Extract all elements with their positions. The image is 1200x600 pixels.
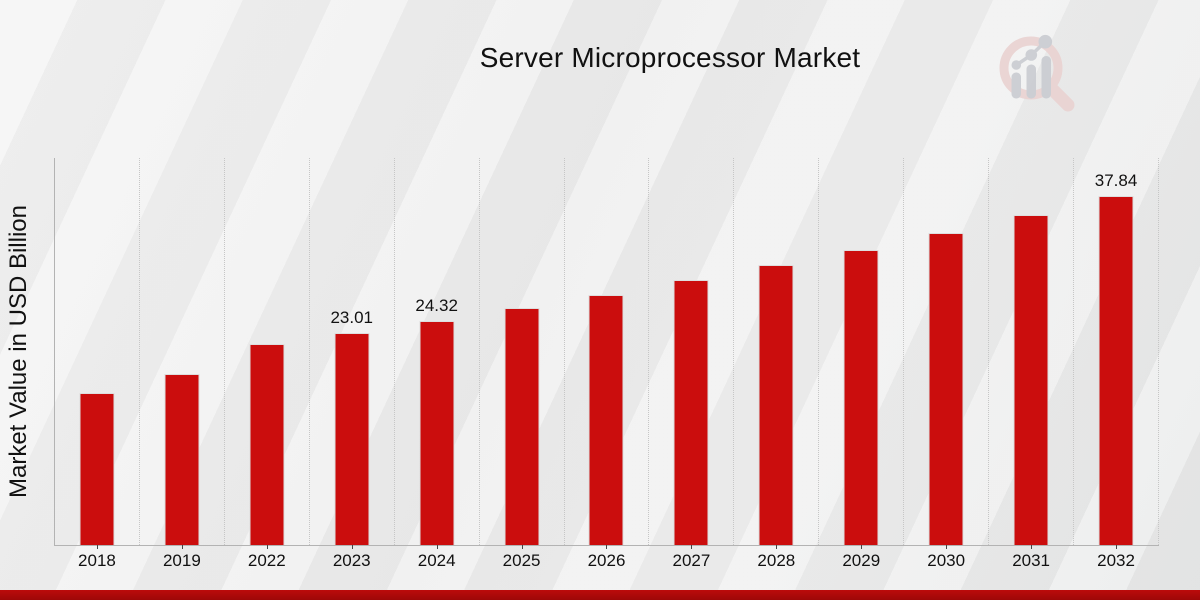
bar-2024 xyxy=(419,321,455,545)
bar-2028 xyxy=(758,265,794,545)
x-tick-label-2030: 2030 xyxy=(927,551,966,570)
bar-2029 xyxy=(843,250,879,545)
x-tick-label-2029: 2029 xyxy=(842,551,881,570)
x-axis-tick xyxy=(181,545,183,549)
chart-column: 23.01 2023 xyxy=(310,158,395,570)
chart-column: 2019 xyxy=(140,158,225,570)
x-tick-label-2019: 2019 xyxy=(162,551,201,570)
bar-value-label-2023: 23.01 xyxy=(330,308,373,327)
bar-2023 xyxy=(334,333,370,545)
y-axis-label: Market Value in USD Billion xyxy=(5,205,32,499)
chart-column: 2029 xyxy=(819,158,905,570)
chart-column: 2026 xyxy=(565,158,650,570)
x-axis-tick xyxy=(606,545,608,549)
bar-2025 xyxy=(504,308,540,545)
bar-2032 xyxy=(1098,196,1134,545)
bar-2018 xyxy=(79,393,115,545)
bar-2019 xyxy=(164,374,200,545)
bar-value-label-2032: 37.84 xyxy=(1094,171,1138,190)
bar-value-label-2024: 24.32 xyxy=(415,296,458,315)
x-tick-label-2027: 2027 xyxy=(672,551,711,570)
chart-column: 2030 xyxy=(904,158,990,570)
x-axis-tick xyxy=(861,545,863,549)
x-axis-tick xyxy=(521,545,523,549)
chart-column: 2018 xyxy=(55,158,140,570)
bar-2022 xyxy=(249,344,285,545)
chart-column: 37.84 2032 xyxy=(1074,158,1159,570)
chart-column: 2022 xyxy=(225,158,310,570)
x-axis-tick xyxy=(96,545,98,549)
x-axis-tick xyxy=(776,545,778,549)
x-tick-label-2031: 2031 xyxy=(1012,551,1051,570)
x-tick-label-2023: 2023 xyxy=(332,551,371,570)
x-tick-label-2024: 2024 xyxy=(417,551,456,570)
x-axis-tick xyxy=(691,545,693,549)
bar-2026 xyxy=(588,295,624,545)
bar-2031 xyxy=(1013,215,1049,545)
x-tick-label-2025: 2025 xyxy=(502,551,541,570)
x-axis-tick xyxy=(1031,545,1033,549)
x-axis-tick xyxy=(351,545,353,549)
x-axis-tick xyxy=(436,545,438,549)
magnifier-bar-chart-logo-icon xyxy=(992,26,1092,116)
bar-2027 xyxy=(673,280,709,545)
x-axis-tick xyxy=(1116,545,1118,549)
x-tick-label-2026: 2026 xyxy=(587,551,626,570)
chart-column: 24.32 2024 xyxy=(395,158,480,570)
chart-column: 2028 xyxy=(734,158,820,570)
x-tick-label-2018: 2018 xyxy=(78,551,116,570)
x-axis-tick xyxy=(946,545,948,549)
x-tick-label-2022: 2022 xyxy=(247,551,286,570)
bar-2030 xyxy=(928,233,964,545)
chart-column: 2025 xyxy=(480,158,565,570)
chart-column: 2027 xyxy=(649,158,735,570)
chart-title: Server Microprocessor Market xyxy=(479,42,861,73)
footer-accent-strip xyxy=(0,590,1200,600)
plot-area: 2018 2019 2022 23.01 2023 24.32 2024 2025 2026 20… xyxy=(54,158,1159,570)
x-tick-label-2032: 2032 xyxy=(1097,551,1135,570)
x-tick-label-2028: 2028 xyxy=(757,551,796,570)
chart-column: 2031 xyxy=(989,158,1075,570)
x-axis-tick xyxy=(266,545,268,549)
